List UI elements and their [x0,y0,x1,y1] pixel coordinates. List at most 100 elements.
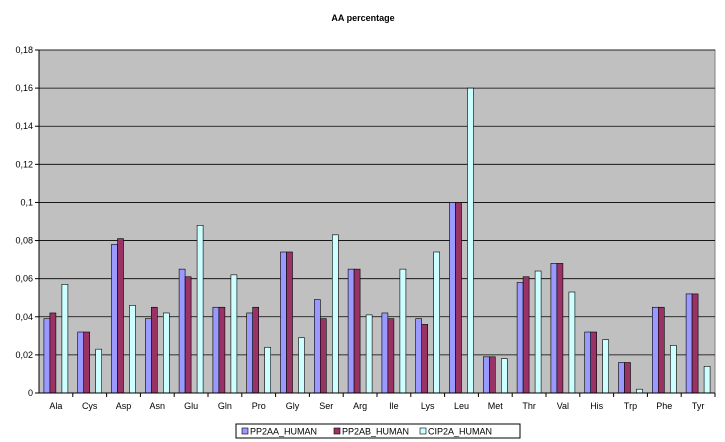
x-tick-label: Thr [522,401,536,411]
bar-cip2a-human-leu [467,87,474,394]
bar-pp2ab-human-lys [421,324,429,394]
bar-pp2ab-human-asp [117,238,124,394]
bars [43,87,711,394]
x-tick-label: Gln [218,401,232,411]
bar-pp2aa-human-ala [43,318,51,394]
bar-cip2a-human-ile [399,268,407,394]
bar-pp2aa-human-gln [212,306,220,394]
bar-pp2aa-human-gly [280,251,287,394]
bar-pp2aa-human-ser [313,299,321,394]
bar-pp2aa-human-met [482,356,490,394]
x-tick-label: His [590,401,603,411]
bar-pp2ab-human-his [590,331,598,394]
bar-pp2aa-human-his [584,331,592,394]
x-tick-label: Ala [49,401,62,411]
y-tick-label: 0,04 [15,312,33,322]
legend-label: PP2AA_HUMAN [250,427,317,437]
y-tick-label: 0,1 [20,197,33,207]
chart-title: AA percentage [331,13,394,23]
x-tick-label: Ile [389,401,399,411]
y-tick-label: 0 [28,388,33,398]
plot-area [38,49,716,394]
bar-cip2a-human-asn [163,312,170,394]
y-tick-labels: 0 0,02 0,04 0,06 0,08 0,1 0,12 0,14 0,16 0,18 [15,45,33,398]
bar-pp2ab-human-ala [49,312,57,394]
bar-pp2ab-human-met [488,356,496,394]
legend-label: PP2AB_HUMAN [342,427,409,437]
bar-cip2a-human-tyr [703,366,711,394]
bar-pp2aa-human-tyr [685,293,693,394]
x-tick-label: Arg [353,401,367,411]
bar-cip2a-human-gly [298,337,305,394]
bar-cip2a-human-ser [331,234,339,394]
legend-swatch [241,427,249,435]
bar-cip2a-human-ala [61,284,69,394]
x-tick-labels: Ala Cys Asp Asn Glu Gln Pro Gly Ser Arg Ile Lys Leu M… [49,401,704,411]
bar-pp2aa-human-thr [516,282,524,394]
x-tick-label: Met [488,401,504,411]
x-tick-label: Val [557,401,569,411]
bar-pp2aa-human-pro [246,312,253,394]
bar-pp2ab-human-ser [319,318,327,394]
bar-pp2ab-human-asn [151,306,158,394]
bar-pp2ab-human-tyr [691,293,699,394]
bar-pp2aa-human-arg [347,268,355,394]
bar-pp2aa-human-asn [145,318,152,394]
bar-pp2aa-human-asp [111,244,118,394]
bar-pp2aa-human-val [550,263,558,394]
x-tick-label: Lys [421,401,435,411]
y-tick-label: 0,16 [15,83,33,93]
x-tick-label: Asn [150,401,166,411]
x-tick-label: Gly [286,401,300,411]
x-tick-label: Ser [319,401,333,411]
bar-pp2aa-human-glu [178,268,186,394]
bar-pp2ab-human-glu [184,276,192,394]
legend-label: CIP2A_HUMAN [428,427,492,437]
y-tick-label: 0,12 [15,159,33,169]
y-tick-label: 0,06 [15,274,33,284]
bar-pp2aa-human-phe [651,306,659,394]
bar-pp2aa-human-trp [618,362,625,394]
x-tick-label: Asp [116,401,132,411]
bar-pp2ab-human-arg [353,268,361,394]
bar-cip2a-human-val [568,291,576,394]
x-tick-label: Phe [656,401,672,411]
y-tick-label: 0,14 [15,121,33,131]
bar-cip2a-human-thr [534,270,542,394]
x-tick-label: Tyr [692,401,705,411]
y-tick-label: 0,18 [15,45,33,55]
axes [35,49,716,397]
bar-cip2a-human-phe [669,345,677,394]
bar-pp2ab-human-val [556,263,564,394]
bar-pp2ab-human-gln [218,306,226,394]
legend: PP2AA_HUMAN PP2AB_HUMAN CIP2A_HUMAN [235,423,521,439]
bar-pp2ab-human-cys [83,331,90,394]
bar-cip2a-human-cys [95,348,102,394]
y-tick-label: 0,02 [15,350,33,360]
legend-swatch [419,427,427,435]
bar-pp2ab-human-gly [286,251,293,394]
bar-pp2aa-human-ile [381,312,389,394]
bar-pp2ab-human-ile [387,318,395,394]
bar-cip2a-human-pro [264,346,272,394]
x-tick-label: Glu [184,401,198,411]
bar-pp2aa-human-lys [415,318,423,394]
bar-pp2aa-human-leu [449,202,456,394]
x-tick-label: Trp [624,401,637,411]
legend-swatch [333,427,341,435]
bar-cip2a-human-met [500,358,508,394]
bar-pp2ab-human-leu [455,202,462,394]
bar-cip2a-human-his [602,339,610,394]
bar-pp2ab-human-pro [252,306,259,394]
bar-cip2a-human-asp [129,305,136,394]
bar-pp2ab-human-trp [624,362,631,394]
bar-pp2ab-human-thr [522,276,530,394]
legend-box [235,423,521,439]
bar-cip2a-human-gln [230,274,238,394]
bar-cip2a-human-glu [196,225,204,394]
x-tick-label: Leu [454,401,469,411]
bar-pp2ab-human-phe [657,306,665,394]
x-tick-label: Pro [252,401,266,411]
bar-cip2a-human-trp [636,388,643,394]
x-tick-label: Cys [82,401,98,411]
